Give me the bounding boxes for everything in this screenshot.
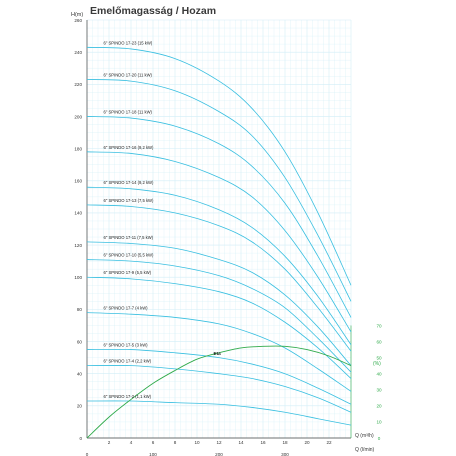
- pump-curve: [86, 312, 352, 392]
- x-tick-label: 14: [238, 440, 244, 445]
- series-group: [86, 46, 352, 439]
- efficiency-tick-label: 60: [376, 339, 382, 344]
- x-tick-label: 10: [194, 440, 200, 445]
- pump-curve-label: 6" SPINDO 17-4 (2,2 kW): [104, 359, 152, 364]
- pump-curve: [86, 400, 352, 426]
- x-tick-label: 12: [216, 440, 222, 445]
- pump-curve-label: 6" SPINDO 17-13 (7,5 kW): [104, 198, 154, 203]
- pump-curve: [86, 365, 352, 413]
- pump-curve-label: 6" SPINDO 17-11 (7,5 kW): [104, 235, 154, 240]
- pump-curve-label: 6" SPINDO 17-18 (11 kW): [104, 109, 153, 114]
- x-tick-label: 8: [174, 440, 177, 445]
- pump-curve-label: 6" SPINDO 17-10 (5,5 kW): [104, 253, 154, 258]
- x-tick-label: 18: [282, 440, 288, 445]
- x-tick-label: 4: [130, 440, 133, 445]
- y-tick-label: 220: [74, 82, 82, 87]
- y-tick-label: 140: [74, 211, 82, 216]
- x-tick-label: 22: [326, 440, 332, 445]
- pump-curve: [86, 186, 352, 345]
- y-tick-label: 200: [74, 114, 82, 119]
- y-tick-label: 180: [74, 146, 82, 151]
- pump-curve: [86, 46, 352, 286]
- efficiency-tick-label: 70: [376, 323, 382, 328]
- x-tick-label-bottom: 300: [281, 452, 289, 456]
- x-tick-label: 20: [304, 440, 310, 445]
- x-axis-unit-bottom: Q (l/min): [355, 447, 375, 453]
- x-tick-label-bottom: 200: [215, 452, 223, 456]
- pump-curve: [86, 151, 352, 333]
- pump-curve-label: 6" SPINDO 17-7 (4 kW): [104, 306, 149, 311]
- pump-curve-label: 6" SPINDO 17-23 (15 kW): [104, 40, 153, 45]
- x-tick-label: 2: [108, 440, 111, 445]
- y-tick-label: 80: [77, 307, 83, 312]
- efficiency-curve: [86, 345, 352, 439]
- y-tick-label: 0: [79, 436, 82, 441]
- pump-curve: [86, 116, 352, 318]
- pump-curve-label: 6" SPINDO 17-9 (5,5 kW): [104, 270, 152, 275]
- y-tick-label: 60: [77, 339, 83, 344]
- efficiency-tick-label: 10: [376, 420, 382, 425]
- y-tick-label: 40: [77, 371, 83, 376]
- efficiency-tick-label: 20: [376, 404, 382, 409]
- pump-curve-label: 6" SPINDO 17-5 (3 kW): [104, 343, 149, 348]
- y-tick-label: 120: [74, 243, 82, 248]
- efficiency-label: Eta: [214, 351, 222, 356]
- pump-curve: [86, 276, 352, 379]
- series-labels: 6" SPINDO 17-23 (15 kW) 6" SPINDO 17-20 (…: [104, 40, 222, 399]
- x-axis-unit-top: Q (m³/h): [355, 433, 374, 439]
- x-tick-label: 6: [152, 440, 155, 445]
- pump-curve: [86, 79, 352, 302]
- x-tick-label: 16: [260, 440, 266, 445]
- efficiency-tick-label: 30: [376, 388, 382, 393]
- pump-curve: [86, 204, 352, 352]
- y-tick-label: 20: [77, 404, 83, 409]
- efficiency-tick-label: 0: [378, 436, 381, 441]
- efficiency-unit: (%): [373, 361, 381, 367]
- efficiency-tick-label: 50: [376, 355, 382, 360]
- y-tick-label: 240: [74, 50, 82, 55]
- efficiency-tick-label: 40: [376, 371, 382, 376]
- chart-title: Emelőmagasság / Hozam: [90, 5, 216, 17]
- y-tick-label: 260: [74, 18, 82, 23]
- y-tick-label: 100: [74, 275, 82, 280]
- grid: [86, 19, 352, 439]
- pump-curve-label: 6" SPINDO 17-20 (11 kW): [104, 72, 153, 77]
- y-tick-label: 160: [74, 179, 82, 184]
- pump-curve: [86, 348, 352, 405]
- pump-curve: [86, 241, 352, 366]
- pump-curve-label: 6" SPINDO 17-16 (9,2 kW): [104, 145, 154, 150]
- x-tick-label-bottom: 100: [149, 452, 157, 456]
- pump-curve-label: 6" SPINDO 17-14 (9,2 kW): [104, 180, 154, 185]
- x-tick-label-bottom: 0: [86, 452, 89, 456]
- y-axis-unit: H(m): [71, 12, 83, 18]
- pump-curve-label: 6" SPINDO 17-2 (1,1 kW): [104, 394, 152, 399]
- pump-curve: [86, 259, 352, 373]
